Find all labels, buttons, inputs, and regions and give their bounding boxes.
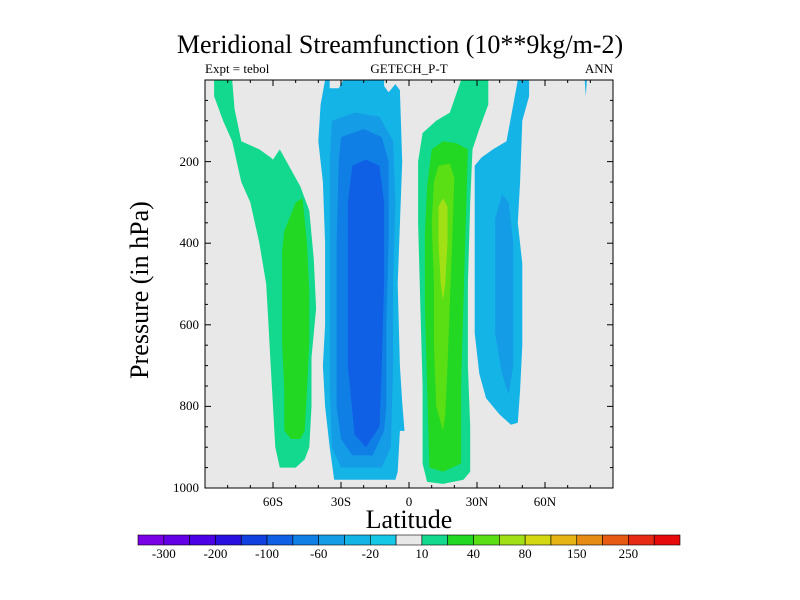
- colorbar-swatch: [628, 534, 655, 546]
- colorbar-swatch: [215, 534, 242, 546]
- subtitle-run: GETECH_P-T: [370, 61, 448, 76]
- subtitle-season: ANN: [584, 61, 613, 76]
- y-tick-label: 800: [179, 398, 200, 414]
- colorbar-swatch: [473, 534, 500, 546]
- y-tick-label: 200: [179, 153, 200, 169]
- colorbar-swatch: [550, 534, 578, 546]
- colorbar-label: 10: [415, 546, 429, 561]
- colorbar-label: -300: [151, 546, 176, 561]
- contour-region-sh-ferrel-core: [282, 198, 310, 439]
- colorbar-swatch: [447, 534, 474, 546]
- colorbar-swatch: [499, 534, 526, 546]
- colorbar-swatch: [318, 534, 345, 546]
- colorbar-swatch: [524, 534, 552, 546]
- colorbar-swatch: [266, 534, 294, 546]
- x-tick-label: 60S: [262, 494, 284, 509]
- contour-region-nh-ferrel-core: [495, 194, 514, 395]
- contour-regions: [214, 80, 587, 484]
- contour-region-sh-hadley-core: [347, 159, 385, 448]
- x-tick-label: 30S: [330, 494, 352, 509]
- colorbar-swatch: [292, 534, 319, 546]
- colorbar-label: -100: [255, 546, 279, 561]
- colorbar-label: 150: [567, 546, 587, 561]
- y-tick-label: 600: [179, 316, 200, 332]
- colorbar-swatch: [240, 534, 268, 546]
- colorbar-swatch: [189, 534, 216, 546]
- colorbar-label: 80: [518, 546, 532, 561]
- colorbar-swatch: [576, 534, 603, 546]
- colorbar-swatch: [369, 534, 397, 546]
- colorbar-swatch: [602, 534, 629, 546]
- colorbar-label: -20: [361, 546, 379, 561]
- chart-title: Meridional Streamfunction (10**9kg/m-2): [176, 30, 624, 59]
- contour-region-nh-hadley-core: [438, 198, 448, 301]
- colorbar-swatch: [653, 534, 681, 546]
- x-axis-label: Latitude: [365, 505, 453, 534]
- x-tick-label: 30N: [465, 494, 489, 509]
- colorbar-label: -60: [309, 546, 328, 561]
- contour-region-nh-polar-sliver: [584, 80, 587, 97]
- colorbar-swatch: [137, 534, 165, 546]
- colorbar-label: 250: [618, 546, 639, 561]
- colorbar-label: -200: [203, 546, 228, 561]
- x-tick-label: 60N: [533, 494, 557, 509]
- x-tick-label: 0: [405, 494, 413, 509]
- y-tick-label: 400: [179, 235, 200, 251]
- colorbar-swatch: [421, 534, 449, 546]
- axis-ticks: [205, 80, 613, 489]
- subtitle-experiment: Expt = tebol: [205, 61, 270, 76]
- colorbar: [137, 534, 681, 546]
- colorbar-label: 40: [467, 546, 481, 561]
- colorbar-swatch: [344, 534, 371, 546]
- y-tick-label: 1000: [173, 480, 199, 495]
- colorbar-swatch: [163, 534, 190, 546]
- colorbar-swatch: [395, 534, 423, 546]
